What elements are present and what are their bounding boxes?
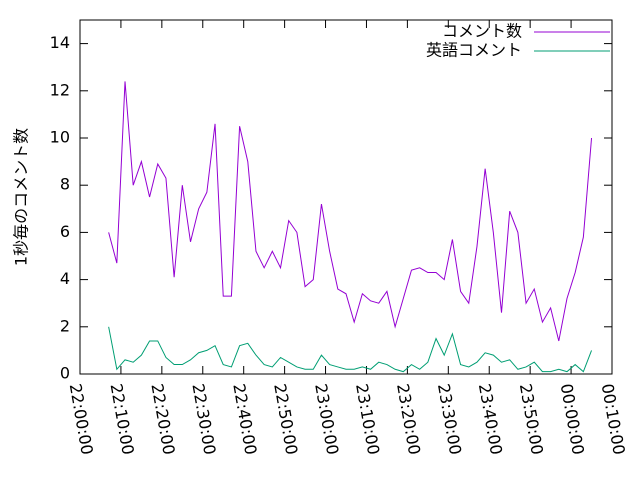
legend-label: 英語コメント xyxy=(426,41,522,60)
plot-frame xyxy=(79,19,613,375)
legend-label: コメント数 xyxy=(442,22,522,41)
y-axis-label: 1秒毎のコメント数 xyxy=(12,128,31,266)
x-tick-label: 22:30:00 xyxy=(188,382,219,456)
x-tick-label: 22:00:00 xyxy=(66,382,97,456)
x-tick-label: 22:50:00 xyxy=(270,382,301,456)
y-tick-label: 0 xyxy=(60,364,70,383)
x-tick-label: 23:30:00 xyxy=(434,382,465,456)
y-tick-label: 4 xyxy=(60,269,70,288)
x-tick-label: 00:10:00 xyxy=(598,382,629,456)
y-tick-label: 8 xyxy=(60,175,70,194)
x-tick-label: 00:00:00 xyxy=(557,382,588,456)
x-tick-label: 23:50:00 xyxy=(516,382,547,456)
x-tick-label: 22:40:00 xyxy=(229,382,260,456)
line-series xyxy=(108,326,593,373)
x-tick-label: 23:10:00 xyxy=(352,382,383,456)
x-tick-label: 23:40:00 xyxy=(475,382,506,456)
y-tick-label: 12 xyxy=(50,80,70,99)
x-tick-label: 22:10:00 xyxy=(107,382,138,456)
x-tick-label: 23:00:00 xyxy=(311,382,342,456)
y-tick-label: 2 xyxy=(60,316,70,335)
y-tick-label: 10 xyxy=(50,128,70,147)
x-tick-label: 23:20:00 xyxy=(393,382,424,456)
y-tick-label: 6 xyxy=(60,222,70,241)
y-tick-label: 14 xyxy=(50,33,70,52)
line-series xyxy=(108,81,593,342)
x-tick-label: 22:20:00 xyxy=(147,382,178,456)
